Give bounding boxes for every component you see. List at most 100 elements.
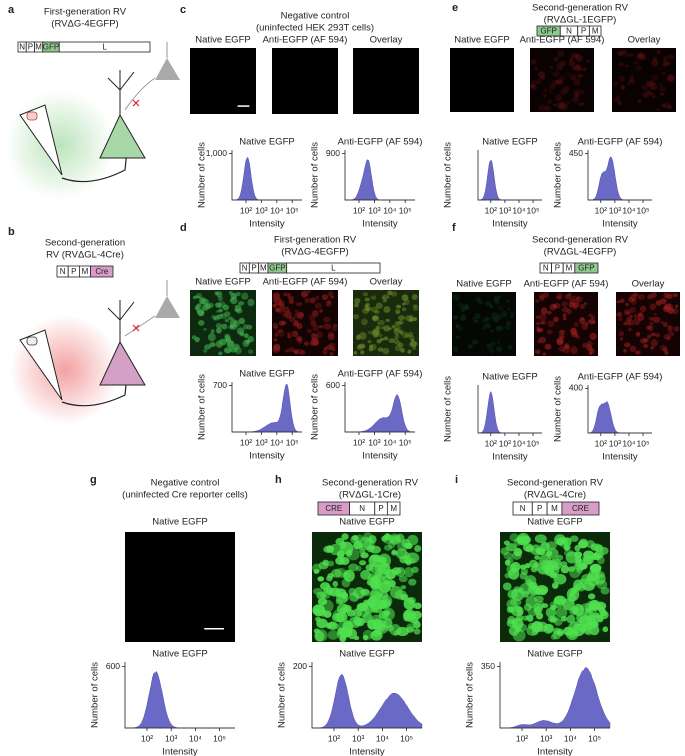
cell <box>319 309 324 313</box>
x-tick-label: 10² <box>516 733 528 743</box>
cell <box>372 315 379 322</box>
panel-subtitle: (uninfected HEK 293T cells) <box>256 23 374 34</box>
cell <box>370 295 377 300</box>
cell <box>667 74 675 81</box>
panel-subtitle: (RVΔGL-1Cre) <box>339 490 401 501</box>
hist-xlabel: Intensity <box>162 747 198 756</box>
cell <box>362 292 369 297</box>
histogram-fill <box>124 670 235 729</box>
cell <box>655 333 660 338</box>
cell <box>400 594 409 601</box>
cell <box>616 311 623 317</box>
hist-title: Native EGFP <box>482 137 537 148</box>
cell <box>662 321 668 328</box>
cell <box>594 544 604 553</box>
cell <box>639 53 646 60</box>
cell <box>196 309 200 313</box>
cell <box>215 322 223 329</box>
cell <box>293 350 297 354</box>
cell <box>559 336 564 340</box>
cell <box>201 304 209 311</box>
hist-axes <box>124 662 235 729</box>
cell <box>665 61 671 66</box>
cell <box>399 331 404 336</box>
cell <box>358 343 366 350</box>
cell <box>401 538 411 548</box>
cell <box>359 548 366 555</box>
cell <box>460 307 465 312</box>
cell <box>358 560 367 566</box>
cell <box>396 321 403 325</box>
image-background <box>612 48 676 112</box>
panel-title: First-generation RV <box>274 235 357 246</box>
cell <box>628 296 635 303</box>
image-label: Overlay <box>632 279 665 290</box>
cell <box>327 560 335 567</box>
cell <box>346 548 360 561</box>
cell <box>546 547 559 559</box>
cell <box>635 65 642 71</box>
image-label: Native EGFP <box>195 277 250 288</box>
x-tick-label: 10⁴ <box>383 437 396 447</box>
cell <box>335 598 343 605</box>
cell <box>530 59 537 65</box>
hist-xlabel: Intensity <box>362 451 398 462</box>
cell <box>660 102 665 107</box>
cell <box>574 298 580 304</box>
cell <box>563 343 570 349</box>
x-tick-label: 10⁵ <box>527 205 540 215</box>
cell <box>315 616 321 622</box>
cell <box>672 292 678 298</box>
image-label: Overlay <box>370 35 403 46</box>
hist-axes <box>311 662 422 729</box>
cell <box>368 347 374 352</box>
gene-label: N <box>19 43 25 52</box>
cell <box>380 337 384 341</box>
cell <box>535 315 540 320</box>
cell <box>586 576 593 581</box>
cell <box>540 307 548 315</box>
histogram-fill <box>232 383 303 433</box>
cell <box>467 344 474 350</box>
image-label: Native EGFP <box>456 279 511 290</box>
cell <box>224 311 231 317</box>
cell <box>307 290 311 294</box>
cell <box>370 306 378 313</box>
cell <box>409 341 417 348</box>
cell <box>511 551 522 560</box>
cell <box>353 314 360 320</box>
cell <box>383 544 393 551</box>
cell <box>635 350 640 355</box>
gene-label: M <box>551 504 558 513</box>
cell <box>633 314 638 318</box>
cell <box>541 320 547 325</box>
gene-label: GFP <box>269 264 285 273</box>
gene-label: M <box>35 43 42 52</box>
cell <box>495 346 503 352</box>
hist-ylabel: Number of cells <box>310 374 321 440</box>
x-tick-label: 10² <box>328 733 340 743</box>
cell <box>288 299 295 305</box>
cell <box>398 575 408 583</box>
gene-label: N <box>242 264 248 273</box>
cell <box>215 302 222 308</box>
cell <box>327 630 339 640</box>
cell <box>391 549 398 555</box>
cell <box>493 298 500 305</box>
cell <box>311 309 319 317</box>
cell <box>372 630 382 637</box>
cell <box>622 322 627 326</box>
cell <box>247 298 255 307</box>
cell <box>652 316 661 324</box>
cell <box>408 335 415 341</box>
cell <box>558 106 563 110</box>
cell <box>452 346 459 353</box>
hist-ylabel: Number of cells <box>553 142 564 208</box>
x-tick-label: 10⁴ <box>270 205 283 215</box>
gene-segment <box>574 262 599 274</box>
cell <box>634 60 639 65</box>
x-tick-label: 10⁴ <box>270 437 283 447</box>
hist-axes <box>587 150 652 201</box>
cell <box>587 614 597 623</box>
y-tick-label: 600 <box>326 380 340 390</box>
